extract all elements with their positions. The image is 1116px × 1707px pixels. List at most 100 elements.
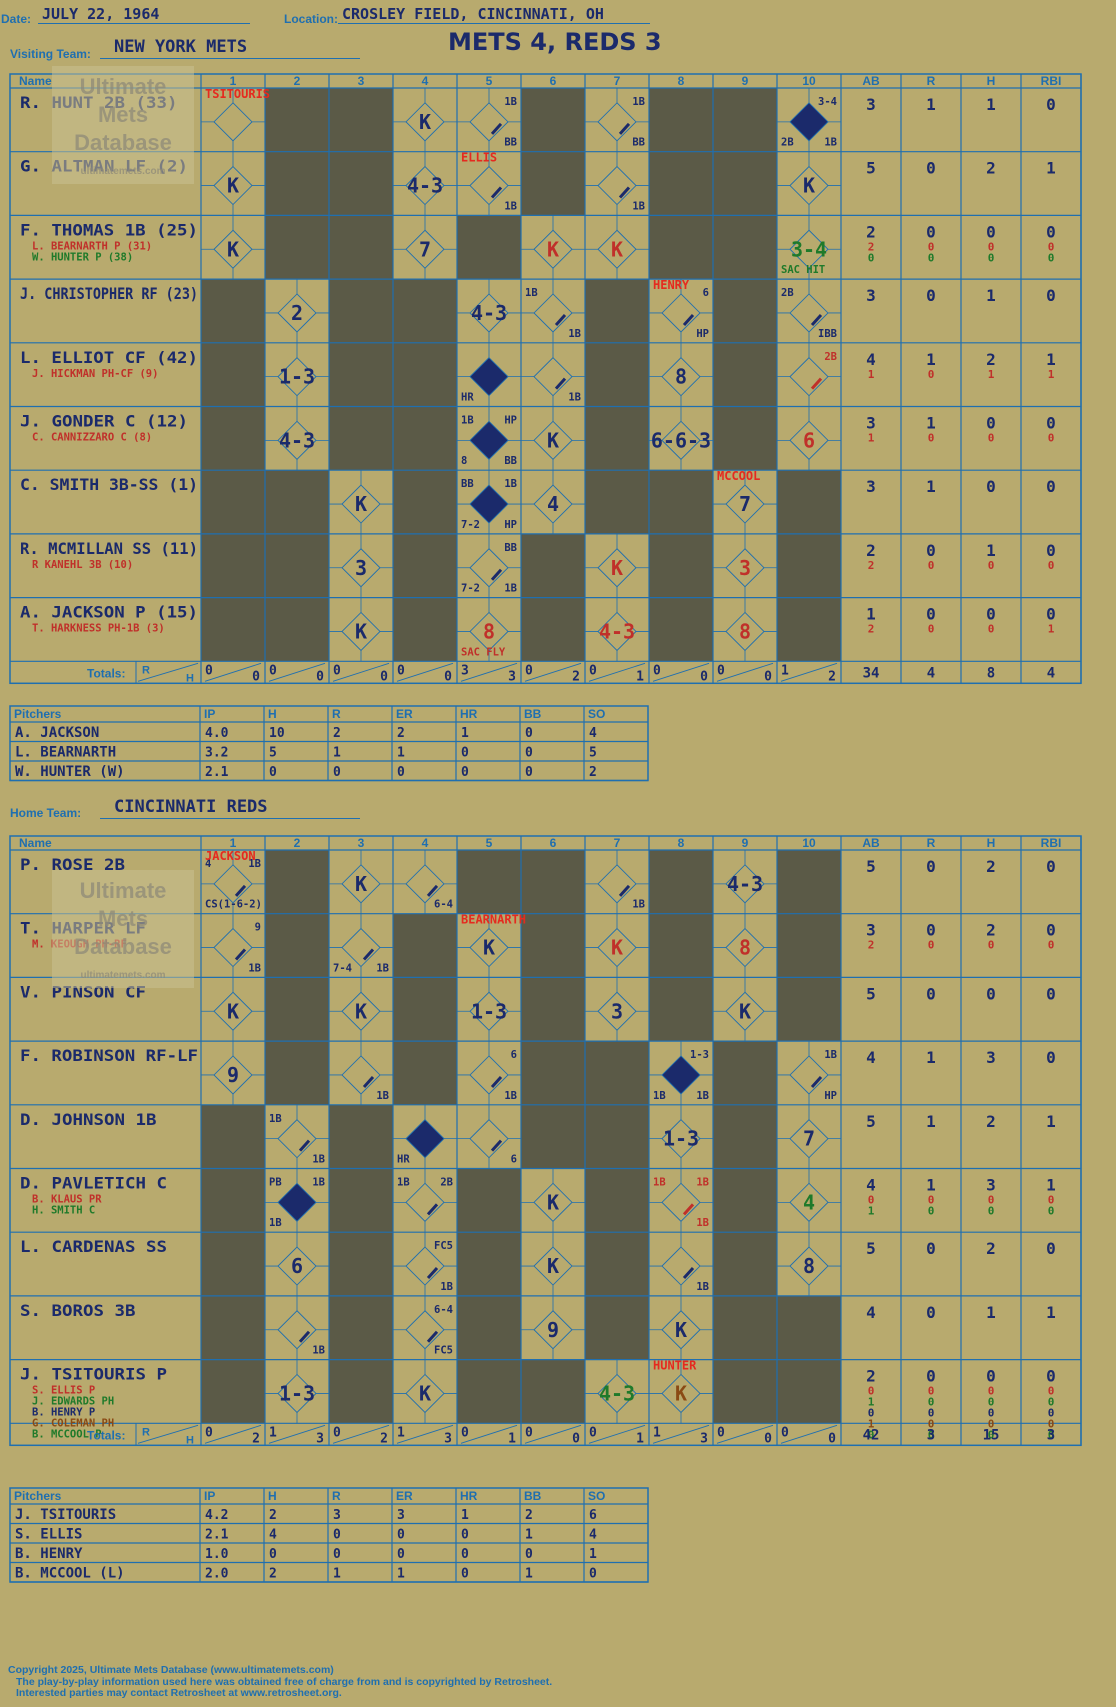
home-pitcher-stat: 3 [333, 1508, 341, 1523]
home-note-top-right: 1-3 [690, 1049, 709, 1061]
home-batter-stat: 1 [1046, 1303, 1056, 1322]
visitors-diamond [277, 293, 317, 333]
visitors-inning-gray-cell [777, 470, 841, 534]
visiting-team-label: Visiting Team: [10, 47, 91, 61]
visitors-batter-stat: 0 [1046, 286, 1056, 305]
visitors-play-result: K [547, 237, 559, 261]
home-inning-gray-cell [713, 1359, 777, 1424]
home-diamond [789, 1119, 829, 1159]
home-team-label: Home Team: [10, 806, 82, 820]
visitors-diamond [789, 420, 829, 460]
visitors-inning-gray-cell [649, 215, 713, 280]
visitors-note-bottom-right: 1B [632, 200, 645, 212]
visitors-hit-path [618, 186, 631, 199]
home-inning-gray-cell [713, 1104, 777, 1169]
home-pitcher-stat: 2 [525, 1508, 533, 1523]
home-play-result: 1-3 [279, 1381, 315, 1405]
home-batter-stat: 0 [928, 1396, 935, 1409]
visitors-play-result: K [803, 174, 815, 198]
home-hit-path [426, 1203, 439, 1216]
home-note-top-right: 2B [440, 1177, 453, 1189]
home-play-result: 9 [227, 1063, 239, 1087]
home-batter-stat: 0 [868, 1194, 875, 1207]
home-batter-stat: 4 [866, 1176, 876, 1195]
visitors-batter-stat: 2 [866, 222, 876, 241]
visitors-play-result: K [611, 237, 623, 261]
home-note-bottom-right: FC5 [434, 1345, 453, 1357]
home-hit-path [490, 1075, 503, 1088]
home-pitcher-stat: 0 [525, 1547, 533, 1562]
home-stat-total: 15 [983, 1427, 1000, 1443]
visitors-inning-gray-cell [649, 597, 713, 662]
visitors-inning-gray-cell [201, 470, 265, 534]
visitors-note-bottom-right: BB [632, 137, 645, 149]
home-batter-stat: 5 [866, 1239, 876, 1258]
visitors-batter-stat: 1 [926, 414, 936, 433]
visitors-inning-gray-cell [201, 597, 265, 662]
home-diamond [533, 1310, 573, 1350]
watermark-text: Database [74, 934, 172, 959]
visitors-batter-stat: 1 [868, 432, 875, 445]
visitors-inning-header: 7 [614, 74, 621, 88]
visitors-hit-path [554, 313, 567, 326]
visitors-inning-runs: 0 [397, 663, 405, 678]
visitors-inning-hits: 0 [252, 669, 260, 684]
visitors-inning-runs: 0 [653, 663, 661, 678]
home-note-bottom-right: 1B [312, 1154, 325, 1166]
visitors-inning-gray-cell [713, 215, 777, 280]
home-batter-stat: 3 [866, 921, 876, 940]
home-batter-stat: 0 [1048, 1429, 1055, 1442]
home-pitcher-stat: 0 [461, 1528, 469, 1543]
home-pitcher-stat: 0 [461, 1567, 469, 1582]
home-hit-path [234, 948, 247, 961]
visitors-diamond [213, 102, 253, 142]
home-batter-stat: 0 [1048, 1194, 1055, 1207]
visitors-diamond [661, 420, 701, 460]
visitors-diamond [533, 484, 573, 524]
home-pitching-header: IP [204, 1489, 215, 1503]
home-note-bottom-left: HR [397, 1154, 410, 1166]
visitors-batter-stat: 5 [866, 159, 876, 178]
home-play-result: 4-3 [727, 872, 763, 896]
watermark-text: Mets [98, 102, 148, 127]
home-batter-stat: 0 [986, 984, 996, 1003]
visitors-batter-stat: 0 [928, 623, 935, 636]
home-inning-hits: 0 [828, 1431, 836, 1446]
home-inning-gray-cell [329, 1359, 393, 1424]
home-inning-gray-cell [713, 1232, 777, 1296]
visitors-inning-total-slash [524, 662, 582, 682]
home-pitcher-stat: 0 [397, 1528, 405, 1543]
home-diamond [597, 991, 637, 1031]
home-diamond [213, 864, 253, 904]
visitors-diamond [725, 548, 765, 588]
visitors-inning-header: 10 [802, 74, 816, 88]
visitors-play-result: 3-4 [791, 237, 827, 261]
home-inning-hits: 3 [444, 1431, 452, 1446]
visitors-totals-label: Totals: [87, 666, 125, 680]
visitors-batter-stat: 0 [986, 414, 996, 433]
home-diamond [277, 1373, 317, 1414]
home-substitute-name: G. COLEMAN PH [32, 1418, 114, 1430]
home-note-bottom-right: 6 [511, 1154, 517, 1166]
home-inning-gray-cell [329, 1295, 393, 1360]
visitors-pitcher-stat: 4 [589, 726, 597, 741]
home-pitcher-stat: 0 [461, 1547, 469, 1562]
home-substitute-name: B. MCCOOL P [32, 1429, 102, 1441]
home-batter-stat: 0 [1046, 1048, 1056, 1067]
visitors-batter-stat: 0 [1048, 251, 1055, 264]
home-inning-hits: 1 [636, 1431, 644, 1446]
home-pitching-header: SO [588, 1489, 605, 1503]
visitors-inning-gray-cell [265, 597, 329, 662]
home-note-top-right: 1B [696, 1177, 709, 1189]
visitors-run-scored-diamond [475, 426, 503, 455]
home-batter-name: F. ROBINSON RF-LF [20, 1046, 198, 1065]
visitors-diamond [533, 357, 573, 397]
visitors-inning-total-slash [460, 662, 518, 682]
home-inning-header: 1 [230, 836, 237, 850]
home-batter-stat: 1 [926, 1048, 936, 1067]
visitors-inning-gray-cell [649, 533, 713, 598]
visitors-batter-stat: 1 [1046, 350, 1056, 369]
visitors-note-bottom-right: BB [504, 455, 517, 467]
home-pitcher-stat: 0 [333, 1528, 341, 1543]
